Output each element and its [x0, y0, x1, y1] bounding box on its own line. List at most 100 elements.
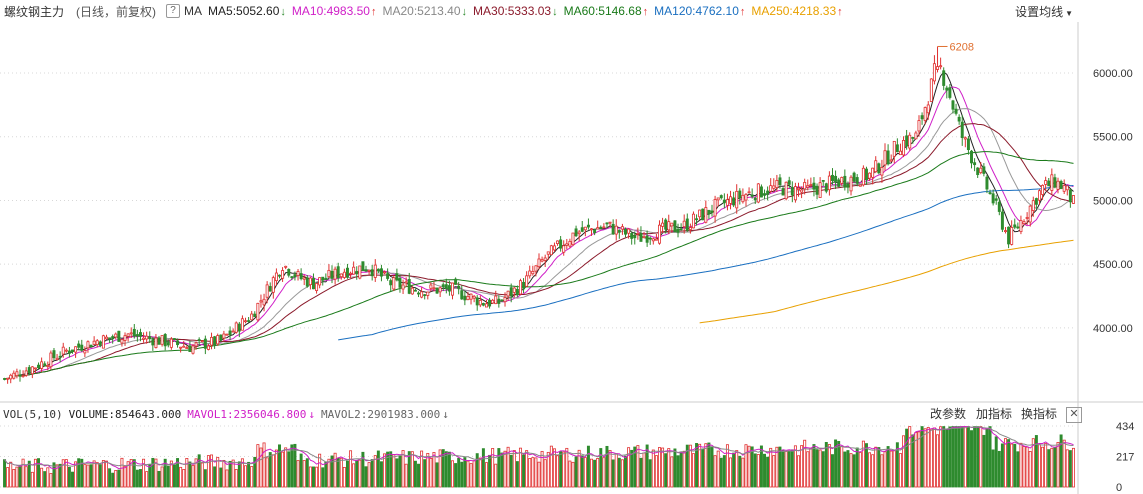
candle-body [960, 121, 964, 138]
volume-bar [308, 466, 312, 488]
candle-body [426, 291, 430, 296]
help-icon[interactable]: ? [166, 4, 181, 18]
volume-bar [43, 471, 47, 488]
volume-bar [559, 451, 563, 488]
volume-bar [1025, 446, 1029, 488]
add-indicator-button[interactable]: 加指标 [976, 407, 1013, 421]
volume-bar [976, 426, 980, 488]
candle-body [902, 140, 906, 156]
candle-body [701, 208, 705, 221]
volume-bar [790, 449, 794, 488]
candle-body [679, 228, 683, 231]
candle-body [1007, 226, 1011, 245]
volume-bar [234, 469, 238, 488]
volume-bar [231, 459, 235, 488]
volume-bar [451, 460, 454, 488]
volume-bar [166, 465, 170, 488]
volume-bar [373, 455, 377, 488]
candle-body [895, 144, 899, 153]
volume-bar [188, 461, 192, 488]
candle-body [503, 297, 507, 303]
candle-body [1031, 200, 1035, 211]
candle-body [287, 268, 291, 276]
volume-bar [305, 458, 309, 488]
volume-bar [722, 455, 726, 488]
candle-body [429, 284, 433, 289]
volume-bar [438, 449, 442, 488]
volume-bar [74, 461, 78, 488]
volume-bar [182, 469, 186, 488]
volume-bar [101, 460, 105, 488]
ma-settings-button[interactable]: 设置均线 ▼ [1015, 3, 1073, 20]
candle-body [648, 237, 652, 240]
peak-annotation: 6208 [937, 41, 974, 53]
candle-body [386, 273, 390, 279]
close-icon[interactable]: ✕ [1066, 407, 1082, 423]
candle-body [194, 342, 198, 347]
candle-body [247, 320, 251, 322]
volume-bar [1028, 451, 1032, 488]
candle-body [435, 287, 439, 294]
volume-bar [274, 449, 278, 488]
candle-body [945, 87, 949, 91]
volume-bar [339, 457, 343, 488]
volume-bar [661, 447, 665, 488]
volume-bar [52, 462, 56, 488]
volume-bar [701, 448, 705, 488]
candle-body [636, 233, 640, 235]
candle-body [324, 278, 328, 280]
switch-indicator-button[interactable]: 换指标 [1021, 407, 1058, 421]
candle-body [213, 336, 217, 346]
volume-bar [1056, 442, 1060, 488]
candle-body [274, 272, 278, 282]
candle-body [1050, 174, 1054, 191]
volume-bar [1010, 443, 1014, 488]
volume-bar [769, 447, 773, 488]
price-axis: 6000.00 5500.00 5000.00 4500.00 4000.00 [1093, 68, 1133, 335]
candle-body [40, 361, 44, 369]
candle-body [111, 336, 115, 339]
volume-bar [883, 451, 887, 488]
candle-body [630, 233, 634, 239]
volume-bar [750, 446, 754, 488]
volume-bar [463, 457, 467, 488]
candle-body [515, 288, 519, 295]
mavol1-value: MAVOL1:2356046.800 [187, 407, 307, 421]
candle-body [268, 286, 272, 292]
volume-bar [518, 447, 522, 488]
volume-bar [364, 466, 368, 488]
volume-bar [1053, 447, 1057, 488]
volume-bar [290, 444, 294, 488]
volume-bar [1034, 435, 1038, 488]
candle-body [166, 342, 170, 346]
candle-body [234, 322, 238, 333]
candle-body [642, 236, 646, 239]
candle-body [395, 273, 399, 281]
candle-body [849, 176, 853, 192]
candle-body [846, 183, 850, 188]
volume-bar [620, 459, 624, 488]
candle-body [345, 267, 349, 278]
candle-body [528, 270, 532, 277]
candle-body [290, 276, 294, 279]
volume-bar [627, 447, 631, 488]
volume-bar [176, 458, 180, 488]
volume-bar [478, 457, 482, 488]
candle-body [534, 265, 538, 272]
candle-body [954, 108, 958, 114]
volume-bar [905, 428, 909, 488]
volume-bar [497, 448, 501, 488]
volume-bar [491, 448, 495, 488]
volume-bar [392, 454, 396, 488]
volume-bar [132, 459, 136, 488]
candle-body [392, 277, 396, 290]
change-params-button[interactable]: 改参数 [930, 407, 967, 421]
volume-bar [40, 467, 44, 488]
candle-body [64, 349, 68, 352]
candle-body [74, 346, 78, 353]
volume-bar [475, 453, 479, 488]
candle-body [293, 274, 297, 278]
candle-body [568, 240, 572, 247]
ma-legend-item: MA60:5146.68↑ [563, 4, 649, 18]
